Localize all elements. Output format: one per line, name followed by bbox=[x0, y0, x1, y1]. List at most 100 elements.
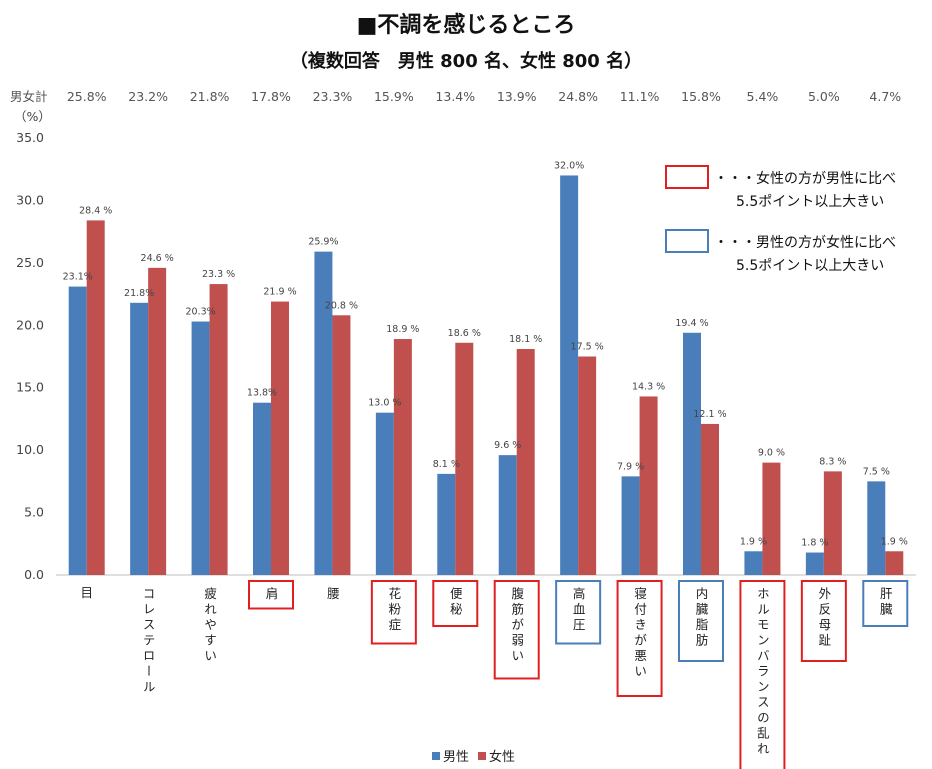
total-value: 5.0% bbox=[808, 89, 840, 104]
bar-male bbox=[437, 473, 456, 575]
female-key-box bbox=[665, 165, 709, 189]
bar-male bbox=[130, 302, 149, 575]
legend-label-female: 女性 bbox=[489, 749, 515, 765]
category-highlight-box bbox=[493, 580, 540, 680]
bar-male bbox=[560, 175, 579, 575]
category-label: 便秘 bbox=[448, 587, 463, 618]
bar-male bbox=[68, 286, 87, 575]
category-label: 腹筋が弱い bbox=[509, 587, 524, 665]
bars bbox=[68, 175, 904, 576]
data-label-female: 14.3 % bbox=[632, 381, 665, 392]
bar-female bbox=[332, 315, 351, 575]
category-highlight-box bbox=[248, 580, 294, 610]
annotation-key: ・・・女性の方が男性に比べ5.5ポイント以上大きい・・・男性の方が女性に比べ5.… bbox=[665, 165, 896, 274]
data-label-female: 1.9 % bbox=[881, 536, 908, 547]
y-tick-label: 25.0 bbox=[16, 255, 44, 270]
bar-female bbox=[701, 423, 719, 575]
data-label-female: 18.9 % bbox=[386, 324, 419, 335]
data-label-male: 1.8 % bbox=[801, 538, 828, 549]
category-label: 高血圧 bbox=[571, 586, 586, 634]
bar-male bbox=[621, 476, 640, 575]
y-tick-label: 35.0 bbox=[16, 130, 44, 145]
bar-male bbox=[683, 332, 701, 575]
bar-male bbox=[314, 251, 333, 575]
category-highlight-box bbox=[739, 580, 786, 769]
category-labels: 目 コレステロール 疲れやすい 肩 腰 花粉症 便秘 腹筋が弱い 高血圧 寝付きが悪い 内臓脂肪 ホル… bbox=[80, 580, 909, 769]
y-tick-label: 15.0 bbox=[16, 380, 44, 395]
data-label-male: 21.8% bbox=[124, 288, 154, 299]
unit-label: （%） bbox=[14, 109, 51, 124]
bar-female bbox=[148, 267, 167, 575]
bar-male bbox=[867, 481, 886, 575]
legend-swatch-female bbox=[478, 752, 486, 760]
bar-female bbox=[86, 220, 105, 576]
data-label-female: 9.0 % bbox=[758, 448, 785, 459]
category-highlight-box bbox=[678, 580, 724, 662]
bar-female bbox=[823, 471, 842, 575]
bar-male bbox=[191, 321, 210, 575]
data-label-female: 17.5 % bbox=[571, 342, 604, 353]
bar-female bbox=[455, 342, 474, 575]
legend-swatch-male bbox=[432, 752, 440, 760]
data-label-male: 7.5 % bbox=[863, 466, 890, 477]
male-key-text: 5.5ポイント以上大きい bbox=[736, 258, 884, 274]
bar-male bbox=[253, 402, 271, 575]
data-label-male: 32.0% bbox=[554, 160, 584, 171]
total-value: 23.2% bbox=[128, 89, 168, 104]
data-label-female: 18.6 % bbox=[448, 328, 481, 339]
legend-label-male: 男性 bbox=[443, 750, 469, 765]
bar-female bbox=[209, 284, 228, 575]
category-label: 寝付きが悪い bbox=[632, 586, 647, 680]
category-label: 内臓脂肪 bbox=[694, 587, 709, 649]
female-key-text: 5.5ポイント以上大きい bbox=[736, 194, 884, 210]
bar-female bbox=[578, 356, 597, 575]
data-label-male: 20.3% bbox=[185, 307, 215, 318]
category-highlight-box bbox=[616, 580, 663, 697]
category-label: 目 bbox=[80, 585, 93, 600]
bar-male bbox=[375, 412, 394, 575]
y-tick-label: 10.0 bbox=[16, 442, 44, 457]
data-label-male: 19.4 % bbox=[675, 318, 708, 329]
total-value: 17.8% bbox=[251, 89, 291, 104]
male-key-text: ・・・男性の方が女性に比べ bbox=[714, 234, 896, 251]
data-label-female: 18.1 % bbox=[509, 334, 542, 345]
data-label-male: 9.6 % bbox=[494, 440, 521, 451]
total-value: 4.7% bbox=[869, 89, 901, 104]
bar-female bbox=[271, 301, 289, 575]
data-label-male: 13.8% bbox=[247, 388, 277, 399]
category-highlight-box bbox=[862, 580, 909, 627]
total-value: 15.9% bbox=[374, 89, 414, 104]
total-value: 13.4% bbox=[435, 89, 475, 104]
chart-title: ■不調を感じるところ bbox=[357, 12, 576, 38]
total-value: 23.3% bbox=[313, 89, 353, 104]
y-tick-label: 5.0 bbox=[24, 505, 44, 520]
bar-male bbox=[744, 551, 763, 575]
y-tick-label: 0.0 bbox=[24, 567, 44, 582]
bar-female bbox=[516, 349, 535, 575]
category-label: 花粉症 bbox=[386, 586, 401, 634]
bar-male bbox=[498, 455, 517, 575]
data-label-male: 1.9 % bbox=[740, 536, 767, 547]
legend: 男性 女性 bbox=[432, 749, 515, 765]
data-label-female: 28.4 % bbox=[79, 205, 112, 216]
category-label: 外反母趾 bbox=[816, 587, 831, 649]
category-highlight-box bbox=[370, 580, 417, 645]
category-highlight-box bbox=[800, 580, 847, 662]
category-label: 腰 bbox=[325, 587, 340, 603]
data-label-male: 13.0 % bbox=[368, 398, 401, 409]
category-label: ホルモンバランスの乱れ bbox=[755, 587, 770, 758]
total-value: 21.8% bbox=[190, 89, 230, 104]
total-value: 11.1% bbox=[620, 89, 660, 104]
total-value: 5.4% bbox=[747, 89, 779, 104]
data-label-male: 25.9% bbox=[308, 237, 338, 248]
bar-female bbox=[639, 396, 658, 575]
data-label-female: 20.8 % bbox=[325, 300, 358, 311]
male-key-box bbox=[665, 229, 709, 253]
category-label: 疲れやすい bbox=[202, 586, 217, 665]
data-label-male: 8.1 % bbox=[433, 459, 460, 470]
bar-female bbox=[885, 551, 904, 575]
total-value: 24.8% bbox=[558, 89, 598, 104]
y-tick-label: 20.0 bbox=[16, 317, 44, 332]
category-highlight-box bbox=[432, 580, 479, 627]
